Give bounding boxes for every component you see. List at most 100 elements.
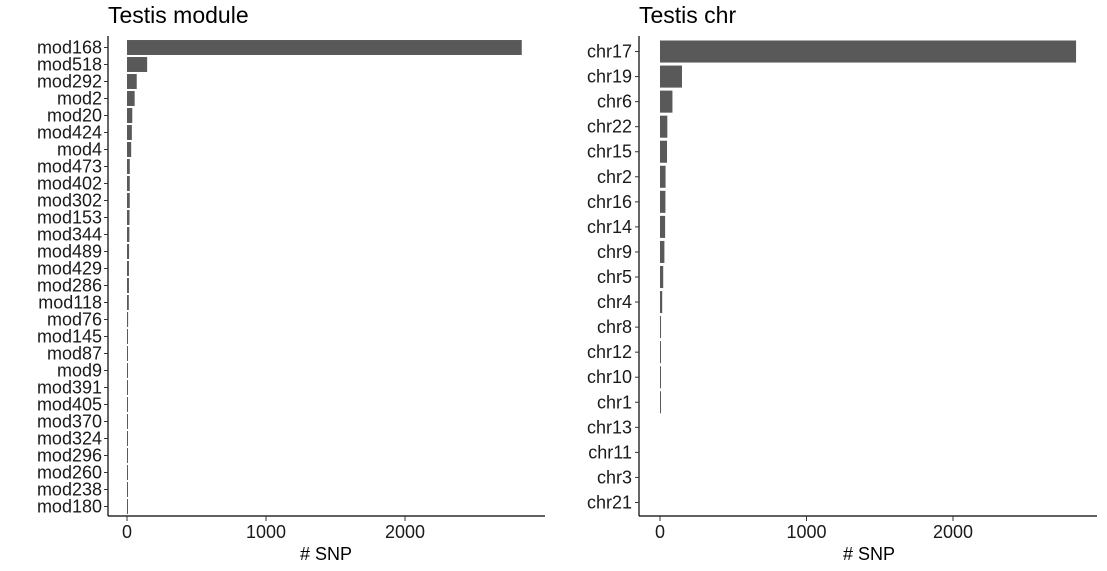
y-tick-label: chr6 [597,92,632,112]
panel-testis-chr: Testis chr # SNP chr17 chr19 chr6 chr22 chr1… [587,2,1097,564]
bar [127,312,129,327]
y-tick-label: mod344 [37,225,102,245]
chart-title: Testis chr [639,2,736,28]
y-tick-label: chr11 [588,442,632,462]
bar [127,346,128,361]
y-tick-label: mod370 [37,412,102,432]
y-tick-label: mod238 [37,480,102,500]
panel-testis-module: Testis module # SNP mod168mod518mod292mo… [37,2,545,564]
y-tick-label: mod292 [37,72,102,92]
y-tick-label: chr19 [587,67,632,87]
x-axis-title: # SNP [300,544,352,564]
bar [127,397,128,412]
bar [127,193,130,208]
bar [127,363,128,378]
bar [127,159,130,174]
y-tick-label: chr13 [587,417,632,437]
y-tick-label: mod153 [37,208,102,228]
bar [660,115,668,138]
bar [127,465,128,480]
bar [660,291,663,314]
y-tick-label: mod473 [37,157,102,177]
bar [660,140,668,163]
y-tick-label: mod9 [57,361,102,381]
bar [660,65,682,88]
bar [660,190,666,213]
y-tick-label: mod20 [47,106,102,126]
y-tick-label: mod429 [37,259,102,279]
bar [127,295,129,310]
y-tick-label: mod4 [57,140,102,160]
y-tick-label: chr22 [587,117,632,137]
y-tick-label: mod76 [47,310,102,330]
bar [127,329,128,344]
y-tick-label: mod405 [37,395,102,415]
bar [127,108,133,123]
y-tick-label: mod391 [37,378,102,398]
y-tick-label: chr15 [587,142,632,162]
bar [660,40,1077,63]
y-tick-label: mod402 [37,174,102,194]
bar [127,74,137,89]
bar [127,448,128,463]
bar [127,227,130,242]
x-tick-label: 2000 [385,522,425,542]
x-tick-label: 0 [655,522,665,542]
bar [660,165,666,188]
bar [127,431,128,446]
y-tick-label: mod118 [38,293,102,313]
y-tick-label: mod260 [37,463,102,483]
chart-title: Testis module [108,2,249,28]
bar [127,499,128,514]
y-tick-label: chr10 [587,367,632,387]
bar [127,176,130,191]
bar [127,414,128,429]
y-tick-label: mod168 [37,38,102,58]
y-tick-label: chr12 [587,342,632,362]
y-tick-label: mod424 [37,123,102,143]
y-tick-label: mod302 [37,191,102,211]
y-tick-label: chr9 [597,242,632,262]
y-tick-label: chr5 [597,267,632,287]
bar [127,57,148,72]
y-tick-label: mod2 [57,89,102,109]
y-tick-label: chr8 [597,317,632,337]
bar [660,341,661,364]
y-tick-label: mod324 [37,429,102,449]
bar [127,482,128,497]
x-tick-label: 2000 [933,522,973,542]
y-tick-label: mod87 [47,344,102,364]
bar [127,210,130,225]
y-tick-label: mod518 [37,55,102,75]
bar [660,240,665,263]
bar [660,265,664,289]
y-tick-label: chr2 [597,167,632,187]
bar [127,142,132,157]
x-tick-label: 0 [122,522,132,542]
y-tick-label: mod145 [37,327,102,347]
y-tick-label: mod286 [37,276,102,296]
bar [660,90,673,113]
bar [127,278,129,293]
y-tick-label: mod296 [37,446,102,466]
bar [660,391,661,414]
bar [660,316,662,339]
y-tick-label: chr16 [587,192,632,212]
y-tick-label: mod180 [37,497,102,517]
y-tick-label: chr4 [597,292,632,312]
bar [127,91,135,106]
y-tick-label: chr21 [587,492,632,512]
bar [127,244,130,259]
y-tick-label: chr14 [587,217,632,237]
bar [127,380,128,395]
bar [660,366,661,389]
x-tick-label: 1000 [246,522,286,542]
y-tick-label: mod489 [37,242,102,262]
bar [127,261,129,276]
y-tick-label: chr1 [597,392,632,412]
x-axis-title: # SNP [843,544,895,564]
bar [127,125,132,140]
x-tick-label: 1000 [786,522,826,542]
y-tick-label: chr17 [587,42,632,62]
